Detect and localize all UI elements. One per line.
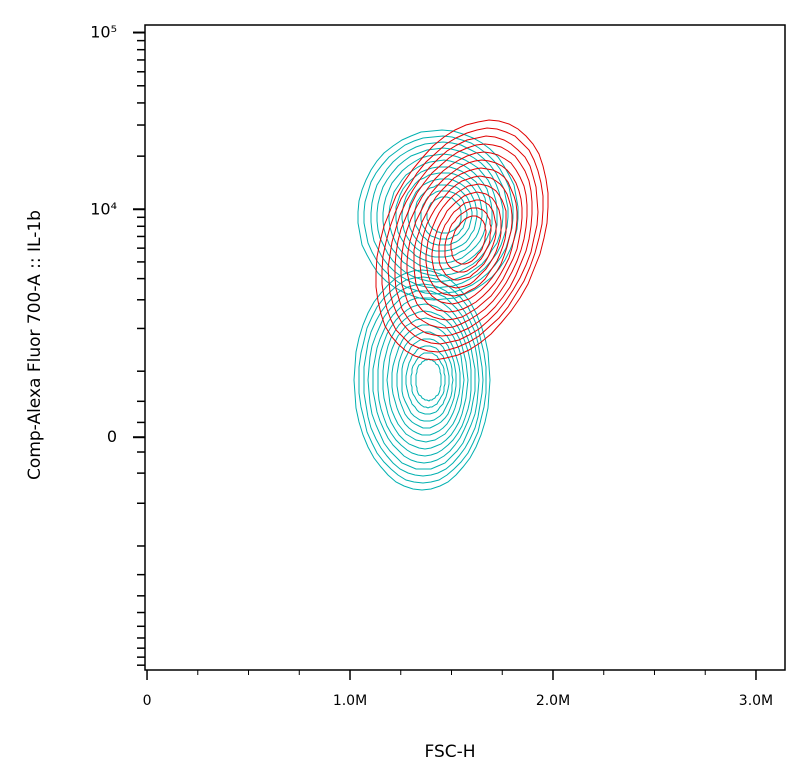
contour-line	[396, 331, 457, 429]
contour-line	[425, 183, 507, 297]
contour-line	[386, 317, 465, 443]
contour-line	[450, 215, 487, 265]
contour-line	[370, 141, 509, 289]
contour-line	[375, 119, 549, 361]
contour-line	[405, 345, 450, 415]
x-tick-label: 3.0M	[739, 693, 773, 709]
contour-line	[367, 290, 480, 470]
contour-line	[358, 276, 487, 484]
contour-line	[353, 269, 491, 491]
contour-line	[377, 303, 472, 457]
contour-line	[376, 147, 504, 283]
contour-plot	[353, 119, 549, 491]
contour-line	[391, 324, 461, 436]
x-tick-label: 2.0M	[536, 693, 570, 709]
contour-line	[410, 352, 446, 409]
contour-line	[406, 159, 523, 321]
contour-line	[431, 191, 502, 289]
contour-line	[387, 135, 539, 345]
plot-frame	[144, 24, 786, 671]
contour-line	[394, 143, 533, 337]
contour-line	[438, 199, 497, 281]
x-axis-label: FSC-H	[424, 742, 475, 762]
contour-line	[372, 297, 476, 464]
contour-line	[357, 129, 519, 301]
x-tick-label: 1.0M	[333, 693, 367, 709]
contour-line	[381, 127, 544, 353]
y-tick-label: 0	[107, 427, 117, 446]
contour-line	[400, 151, 528, 329]
y-axis-label: Comp-Alexa Fluor 700-A :: IL-1b	[25, 210, 45, 480]
y-tick-label: 10⁵	[90, 23, 117, 42]
x-tick-label: 0	[143, 693, 152, 709]
contour-line	[363, 283, 484, 477]
contour-line	[419, 175, 513, 305]
contour-line	[444, 207, 492, 273]
y-tick-label: 10⁴	[90, 199, 117, 218]
contour-line	[413, 167, 518, 313]
contour-line	[415, 358, 442, 402]
contour-line	[363, 135, 514, 295]
contour-line	[388, 159, 493, 271]
